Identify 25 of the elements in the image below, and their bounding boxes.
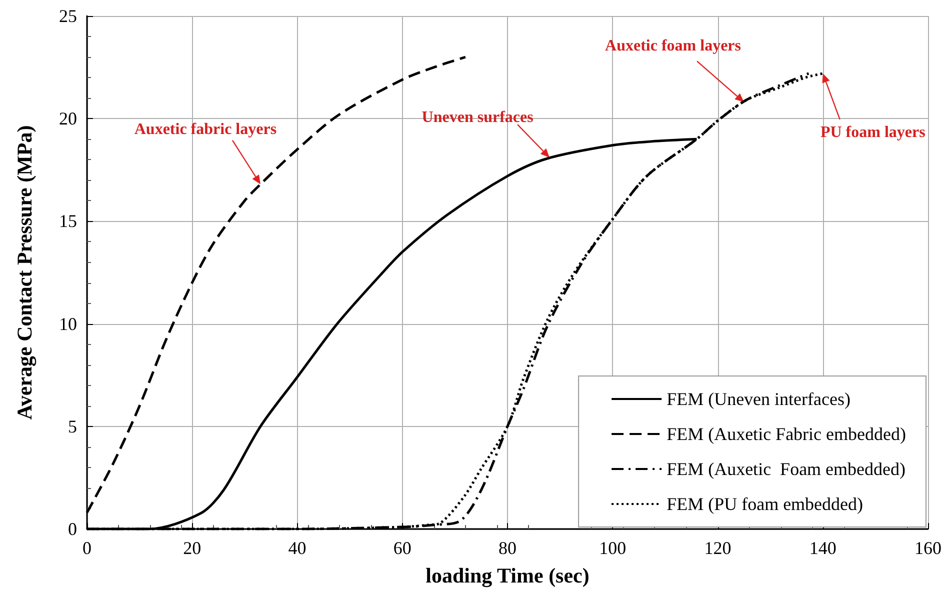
- x-tick-label: 80: [498, 538, 516, 558]
- y-axis-title: Average Contact Pressure (MPa): [12, 125, 36, 420]
- annotation: PU foam layers: [820, 124, 926, 141]
- y-tick-label: 5: [68, 416, 77, 436]
- x-tick-label: 20: [183, 538, 202, 558]
- x-tick-label: 120: [704, 538, 732, 558]
- y-tick-label: 25: [59, 6, 77, 26]
- y-tick-label: 20: [59, 108, 77, 129]
- x-tick-label: 140: [809, 538, 836, 558]
- annotation: Uneven surfaces: [422, 109, 534, 126]
- legend-label: FEM (Auxetic Fabric embedded): [666, 424, 906, 444]
- x-axis-title: loading Time (sec): [426, 564, 590, 588]
- y-tick-label: 10: [59, 314, 77, 334]
- y-tick-label: 0: [68, 519, 77, 539]
- legend-label: FEM (Uneven interfaces): [666, 389, 851, 409]
- x-tick-label: 0: [82, 538, 92, 558]
- legend-label: FEM (Auxetic Foam embedded): [666, 459, 906, 479]
- x-tick-label: 60: [393, 538, 412, 558]
- annotation: Auxetic foam layers: [605, 38, 742, 55]
- x-tick-label: 160: [914, 538, 942, 558]
- annotation: Auxetic fabric layers: [134, 120, 277, 138]
- legend-label: FEM (PU foam embedded): [666, 494, 864, 514]
- x-tick-label: 40: [288, 538, 306, 558]
- y-tick-label: 15: [59, 211, 77, 232]
- x-tick-label: 100: [599, 538, 626, 558]
